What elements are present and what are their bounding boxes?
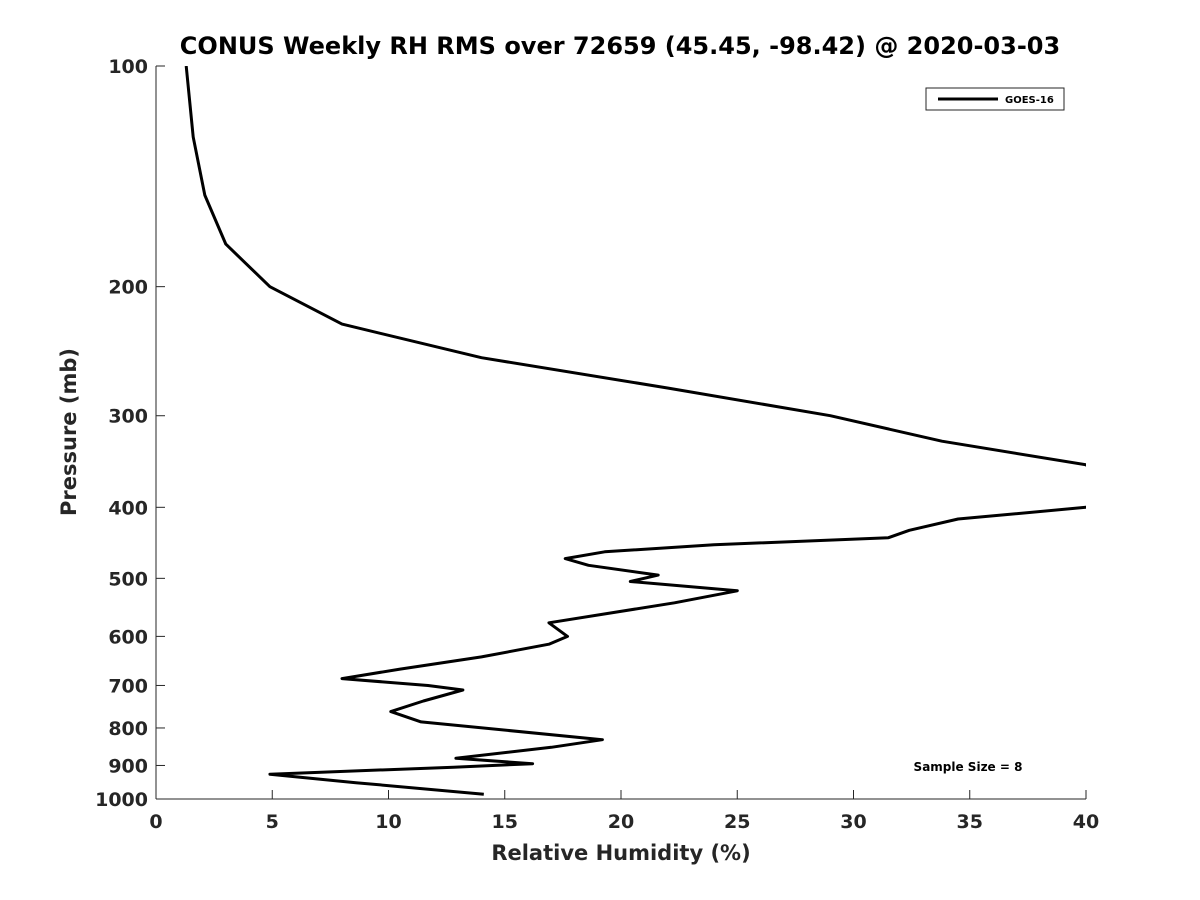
x-tick-label: 40 [1073, 811, 1099, 833]
y-tick-label: 200 [108, 277, 148, 299]
x-tick-label: 20 [608, 811, 634, 833]
x-tick-label: 30 [840, 811, 866, 833]
y-tick-label: 700 [108, 675, 148, 697]
y-tick-label: 1000 [95, 789, 148, 811]
x-ticks: 0 5 10 15 20 25 30 35 40 [149, 790, 1099, 833]
x-tick-label: 25 [724, 811, 750, 833]
y-tick-label: 100 [108, 56, 148, 78]
x-tick-label: 35 [957, 811, 983, 833]
legend: GOES-16 [925, 87, 1065, 111]
y-tick-label: 600 [108, 626, 148, 648]
y-axis-label: Pressure (mb) [57, 348, 81, 516]
y-tick-label: 800 [108, 718, 148, 740]
plot-area [156, 66, 1086, 799]
sample-size-annotation: Sample Size = 8 [914, 760, 1023, 774]
y-tick-label: 500 [108, 568, 148, 590]
legend-label: GOES-16 [1005, 95, 1054, 106]
x-tick-label: 15 [492, 811, 518, 833]
x-tick-label: 10 [375, 811, 401, 833]
series-line-0 [184, 66, 1086, 796]
x-axis-label: Relative Humidity (%) [491, 841, 750, 865]
x-tick-label: 0 [149, 811, 162, 833]
y-tick-label: 300 [108, 406, 148, 428]
y-ticks: 100 200 300 400 500 600 700 800 900 1000 [95, 56, 165, 811]
x-tick-label: 5 [266, 811, 279, 833]
chart-title: CONUS Weekly RH RMS over 72659 (45.45, -… [180, 32, 1060, 60]
y-tick-label: 900 [108, 755, 148, 777]
series-group [184, 66, 1086, 796]
y-tick-label: 400 [108, 497, 148, 519]
